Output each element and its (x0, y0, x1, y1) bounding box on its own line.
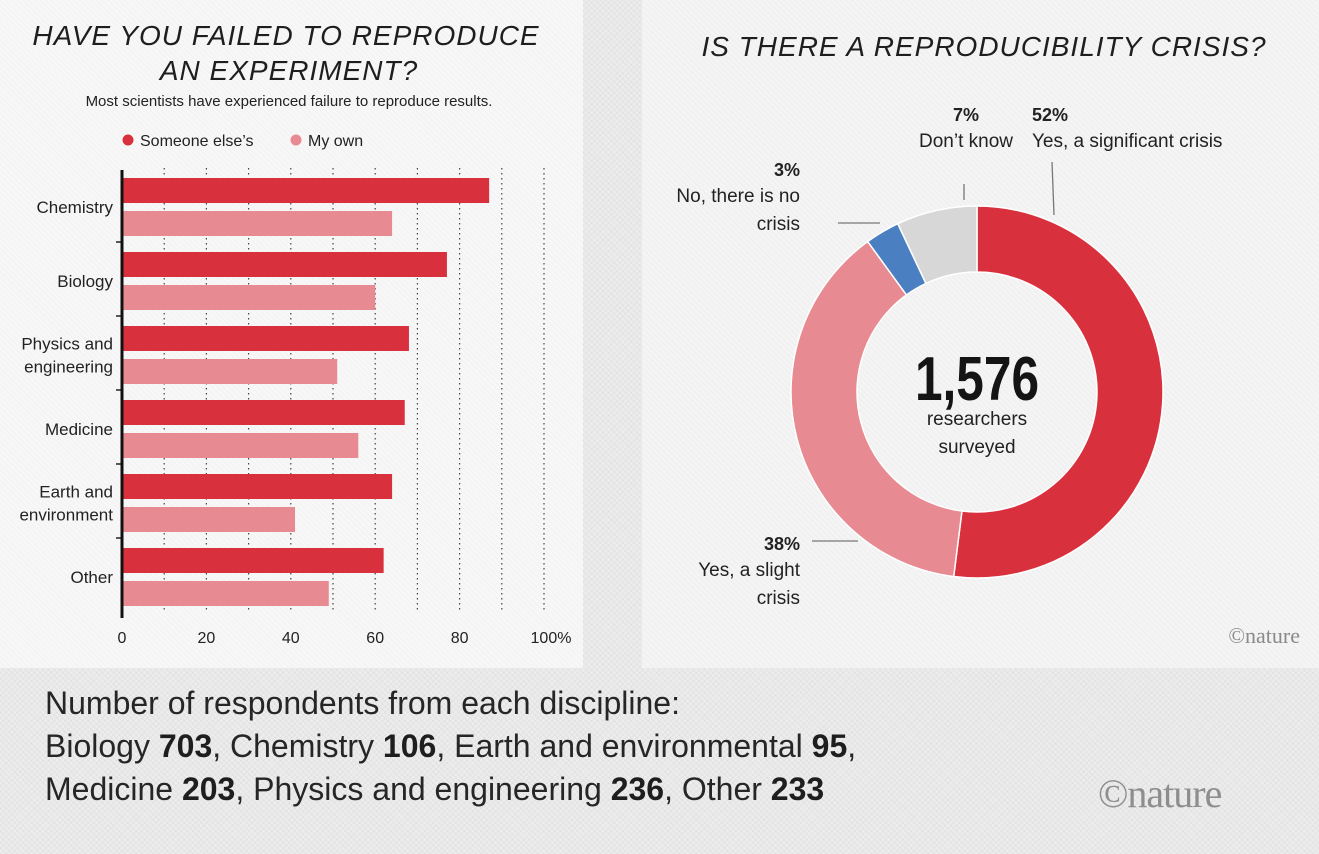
bar-chart-title-line-2: AN EXPERIMENT? (158, 55, 418, 86)
bar-other-0 (122, 548, 384, 573)
line3-count-0: 203 (181, 771, 236, 807)
bar-earth-and-environment-1 (122, 507, 296, 532)
bar-chart-title-line-1: HAVE YOU FAILED TO REPRODUCE (32, 20, 539, 51)
slice-label-3-0: Don’t know (919, 131, 1013, 152)
x-tick-label-3: 60 (366, 630, 384, 647)
line3-separator-1: , (664, 771, 682, 807)
bar-chart-gridlines (163, 168, 545, 612)
bar-chart-category-labels: Chemistry Biology Physics and engineering Me… (19, 198, 113, 587)
line3-discipline-2: Other (681, 771, 771, 807)
bar-earth-and-environment-0 (122, 474, 393, 499)
line3-count-1: 236 (610, 771, 665, 807)
respondents-line-3: Medicine 203, Physics and engineering 23… (45, 768, 1095, 811)
donut-slice-1 (790, 240, 963, 578)
line2-discipline-0: Biology (45, 728, 159, 764)
nature-watermark-top: ©nature (1228, 623, 1300, 648)
legend-label-1: My own (308, 133, 363, 150)
donut-chart: IS THERE A REPRODUCIBILITY CRISIS? 52% Ye… (676, 31, 1300, 648)
donut-slice-0 (952, 205, 1164, 579)
bar-chart-legend: Someone else’s My own (122, 133, 363, 150)
slice-label-0-0: Yes, a significant crisis (1032, 131, 1222, 152)
donut-chart-title: IS THERE A REPRODUCIBILITY CRISIS? (701, 31, 1266, 62)
bar-physics-and-engineering-1 (122, 359, 338, 384)
line3-discipline-1: Physics and engineering (253, 771, 611, 807)
bar-chart-axes (116, 170, 124, 618)
bar-chart-subtitle: Most scientists have experienced failure… (86, 93, 493, 110)
slice-label-2-0: No, there is no (676, 186, 800, 207)
line3-discipline-0: Medicine (45, 771, 182, 807)
bar-chart-tick-labels: 0 20 40 60 80 100% (118, 630, 572, 647)
respondents-note: Number of respondents from each discipli… (45, 682, 1095, 811)
line2-separator-2: , (847, 728, 857, 764)
leader-line-0 (1051, 161, 1055, 216)
slice-percent-1: 38% (764, 534, 800, 554)
legend-label-0: Someone else’s (140, 133, 254, 150)
x-tick-label-5: 100% (531, 630, 572, 647)
category-label-5-0: Other (70, 568, 113, 587)
category-label-2-0: Physics and (21, 335, 113, 354)
respondents-line-2: Biology 703, Chemistry 106, Earth and en… (45, 725, 1095, 768)
slice-label-1-1: crisis (757, 588, 800, 609)
x-tick-label-1: 20 (198, 630, 216, 647)
slice-percent-2: 3% (774, 160, 800, 180)
nature-watermark-bottom: ©nature (1098, 771, 1222, 816)
line3-count-2: 233 (770, 771, 825, 807)
x-tick-label-0: 0 (118, 630, 127, 647)
category-label-2-1: engineering (24, 358, 113, 377)
slice-percent-3: 7% (953, 105, 979, 125)
donut-center-value: 1,576 (915, 344, 1039, 414)
bar-other-1 (122, 581, 329, 606)
line2-discipline-2: Earth and environmental (454, 728, 812, 764)
bar-chart-bars (122, 178, 490, 606)
legend-dot-1 (290, 134, 302, 146)
slice-label-1-0: Yes, a slight (698, 560, 800, 581)
donut-chart-panel: IS THERE A REPRODUCIBILITY CRISIS? 52% Ye… (642, 0, 1319, 668)
line2-separator-1: , (436, 728, 455, 764)
bar-biology-1 (122, 285, 376, 310)
line2-count-0: 703 (158, 728, 213, 764)
respondents-heading: Number of respondents from each discipli… (45, 685, 680, 721)
line2-count-2: 95 (811, 728, 848, 764)
slice-percent-0: 52% (1032, 105, 1068, 125)
x-tick-label-4: 80 (451, 630, 469, 647)
line2-separator-0: , (212, 728, 231, 764)
x-tick-label-2: 40 (282, 630, 300, 647)
bar-biology-0 (122, 252, 447, 277)
category-label-1-0: Biology (57, 272, 113, 291)
bar-chart: HAVE YOU FAILED TO REPRODUCE AN EXPERIME… (19, 20, 572, 647)
line3-separator-0: , (235, 771, 254, 807)
line2-discipline-1: Chemistry (230, 728, 383, 764)
slice-label-2-1: crisis (757, 214, 800, 235)
legend-dot-0 (122, 134, 134, 146)
bar-chemistry-1 (122, 211, 393, 236)
category-label-4-1: environment (19, 506, 113, 525)
bar-medicine-1 (122, 433, 359, 458)
category-label-0-0: Chemistry (36, 198, 113, 217)
bar-medicine-0 (122, 400, 405, 425)
bar-chemistry-0 (122, 178, 490, 203)
donut-leader-lines (812, 161, 1055, 542)
category-label-4-0: Earth and (39, 483, 113, 502)
donut-center-label-line-1: researchers (927, 409, 1027, 430)
bar-chart-panel: HAVE YOU FAILED TO REPRODUCE AN EXPERIME… (0, 0, 583, 668)
donut-center-label-line-2: surveyed (938, 437, 1015, 458)
donut-slices (790, 205, 1164, 579)
donut-slice-labels: 52% Yes, a significant crisis 38% Yes, a sl… (676, 105, 1222, 609)
bar-physics-and-engineering-0 (122, 326, 409, 351)
line2-count-1: 106 (382, 728, 437, 764)
donut-slice-3 (896, 205, 978, 285)
category-label-3-0: Medicine (45, 420, 113, 439)
